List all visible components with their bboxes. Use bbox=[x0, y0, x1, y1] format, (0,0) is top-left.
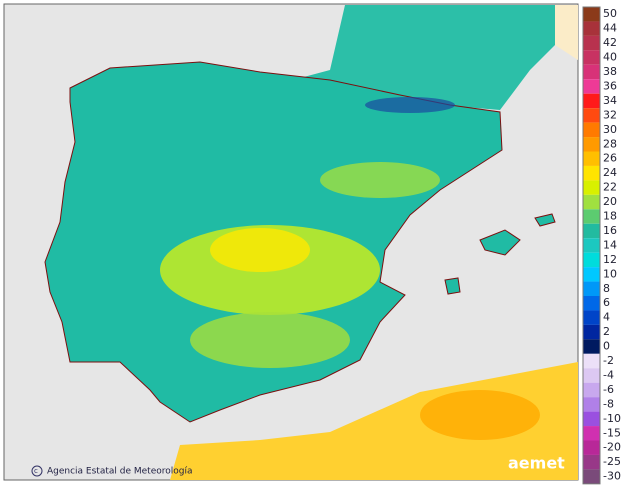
legend-label: -8 bbox=[603, 397, 614, 410]
legend-label: -6 bbox=[603, 383, 614, 396]
legend-label: -10 bbox=[603, 412, 621, 425]
legend-swatch bbox=[583, 411, 600, 427]
legend-swatch bbox=[583, 397, 600, 412]
cold-area bbox=[365, 97, 455, 113]
legend-label: -4 bbox=[603, 368, 614, 381]
legend-label: 14 bbox=[603, 238, 617, 251]
land-east bbox=[555, 5, 578, 60]
legend-swatch bbox=[583, 368, 600, 383]
legend-swatch bbox=[583, 180, 600, 195]
legend-frame bbox=[582, 6, 601, 485]
legend-swatch bbox=[583, 137, 600, 152]
legend-label: -2 bbox=[603, 354, 614, 367]
legend-swatch bbox=[583, 50, 600, 65]
legend-label: 20 bbox=[603, 195, 617, 208]
legend-swatch bbox=[583, 426, 600, 441]
legend-swatch bbox=[583, 252, 600, 268]
warm-area bbox=[320, 162, 440, 198]
legend-label: 38 bbox=[603, 65, 617, 78]
legend-label: -15 bbox=[603, 426, 621, 439]
island bbox=[534, 213, 556, 227]
warm-area bbox=[190, 312, 350, 368]
legend-label: 24 bbox=[603, 166, 617, 179]
legend-swatch bbox=[583, 165, 600, 181]
legend-swatch bbox=[583, 469, 600, 484]
hot-area bbox=[420, 390, 540, 440]
legend-label: 18 bbox=[603, 210, 617, 223]
legend-label: 6 bbox=[603, 296, 610, 309]
legend-label: -20 bbox=[603, 441, 621, 454]
legend-swatch bbox=[583, 64, 600, 80]
legend-label: 4 bbox=[603, 311, 610, 324]
attribution: Agencia Estatal de Meteorología bbox=[47, 467, 193, 477]
legend-swatch bbox=[583, 223, 600, 239]
legend-swatch bbox=[583, 353, 600, 369]
legend-swatch bbox=[583, 267, 600, 282]
legend-swatch bbox=[583, 108, 600, 123]
legend-swatch bbox=[583, 324, 600, 340]
legend-label: 40 bbox=[603, 51, 617, 64]
legend-label: 16 bbox=[603, 224, 617, 237]
legend-label: -30 bbox=[603, 470, 621, 483]
copyright-icon bbox=[31, 465, 43, 477]
legend-swatch bbox=[583, 79, 600, 94]
logo: aemet bbox=[508, 454, 565, 473]
legend-label: 0 bbox=[603, 340, 610, 353]
legend-label: 36 bbox=[603, 79, 617, 92]
legend-swatch bbox=[583, 21, 600, 36]
legend-swatch bbox=[583, 238, 600, 253]
legend-label: 10 bbox=[603, 267, 617, 280]
legend-label: -25 bbox=[603, 455, 621, 468]
legend: 5044424038363432302826242220181614121086… bbox=[582, 6, 621, 485]
legend-swatch bbox=[583, 310, 600, 325]
legend-label: 12 bbox=[603, 253, 617, 266]
legend-swatch bbox=[583, 339, 600, 354]
island bbox=[479, 229, 521, 256]
legend-label: 42 bbox=[603, 36, 617, 49]
legend-swatch bbox=[583, 7, 600, 22]
france bbox=[300, 5, 555, 110]
copyright-icon: c bbox=[34, 467, 38, 475]
legend-label: 44 bbox=[603, 22, 617, 35]
legend-swatch bbox=[583, 209, 600, 224]
legend-swatch bbox=[583, 35, 600, 51]
legend-swatch bbox=[583, 454, 600, 470]
island bbox=[444, 277, 461, 295]
legend-swatch bbox=[583, 122, 600, 138]
legend-label: 30 bbox=[603, 123, 617, 136]
legend-label: 8 bbox=[603, 282, 610, 295]
legend-swatch bbox=[583, 440, 600, 455]
legend-label: 50 bbox=[603, 7, 617, 20]
legend-label: 2 bbox=[603, 325, 610, 338]
legend-label: 28 bbox=[603, 137, 617, 150]
legend-swatch bbox=[583, 93, 600, 109]
legend-swatch bbox=[583, 281, 600, 296]
legend-label: 32 bbox=[603, 108, 617, 121]
legend-swatch bbox=[583, 194, 600, 210]
hot-area bbox=[210, 228, 310, 272]
legend-swatch bbox=[583, 382, 600, 398]
legend-label: 22 bbox=[603, 181, 617, 194]
legend-label: 26 bbox=[603, 152, 617, 165]
legend-swatch bbox=[583, 296, 600, 311]
legend-label: 34 bbox=[603, 94, 617, 107]
legend-swatch bbox=[583, 151, 600, 166]
